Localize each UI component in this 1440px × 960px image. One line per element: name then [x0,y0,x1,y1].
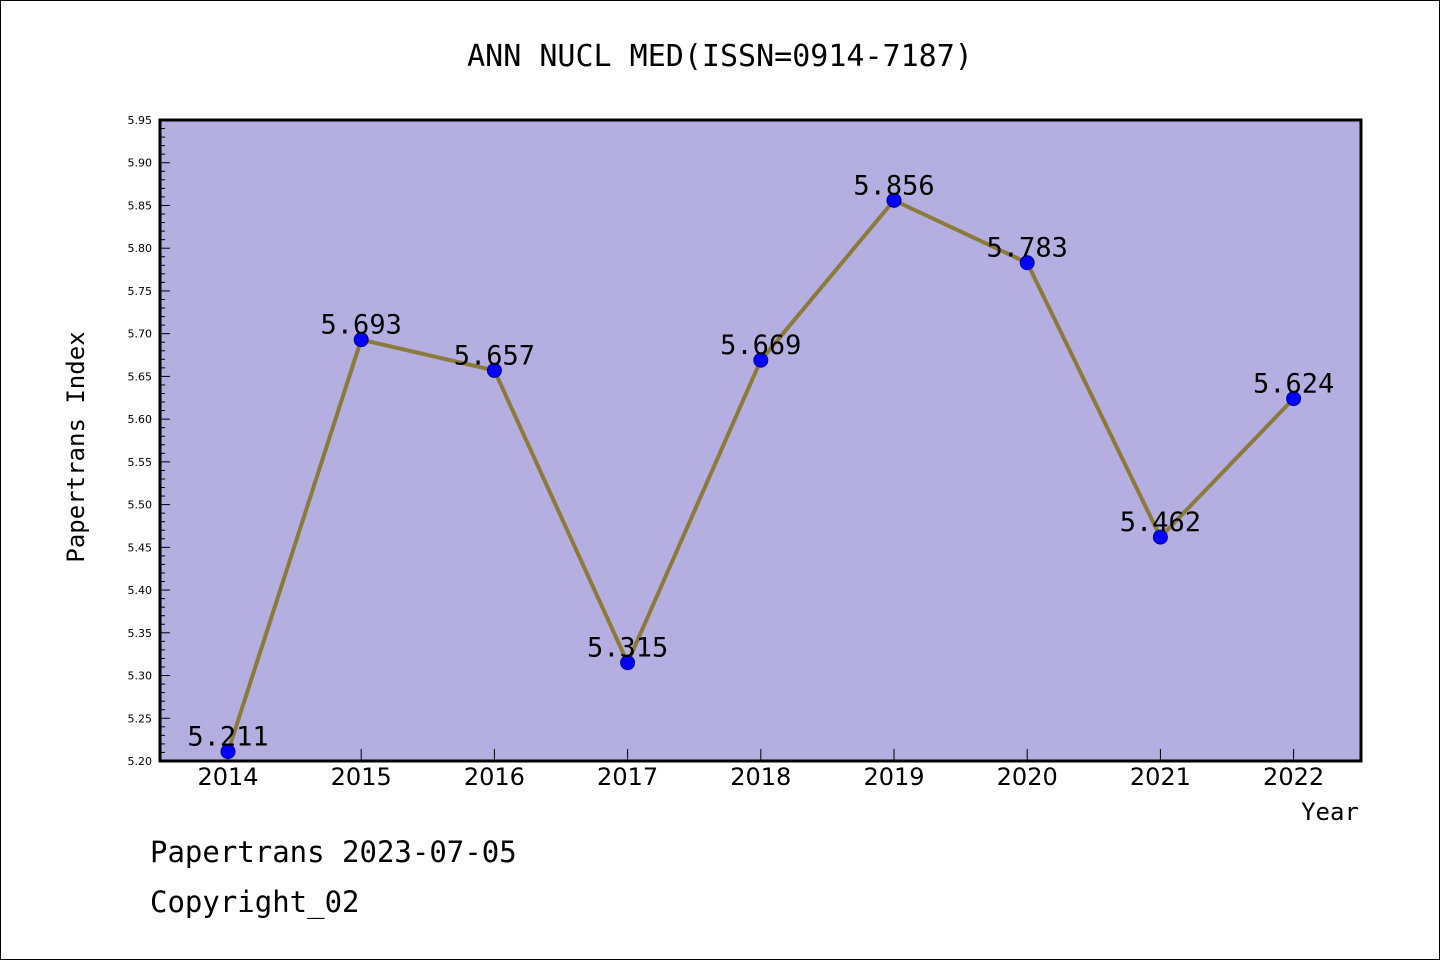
data-label: 5.856 [853,170,934,201]
data-point [1286,391,1302,407]
series [220,192,1302,760]
data-point [620,655,636,671]
y-tick-label: 5.70 [128,328,153,341]
chart-title: ANN NUCL MED(ISSN=0914-7187) [467,39,973,74]
data-label: 5.315 [587,633,668,664]
y-tick-label: 5.90 [128,157,153,170]
y-tick-label: 5.20 [128,755,153,768]
y-tick-label: 5.40 [128,584,153,597]
y-tick-label: 5.45 [128,541,153,554]
data-label: 5.669 [720,330,801,361]
x-axis: 2014 2015 2016 2017 2018 2019 2020 2021 2022 [197,749,1324,791]
x-tick-label: 2017 [597,763,658,791]
data-label: 5.624 [1253,369,1334,400]
y-tick-label: 5.60 [128,413,153,426]
y-axis: 5.20 5.25 5.30 5.35 5.40 5.45 5.50 5.55 5.60 5.65… [128,114,170,768]
data-point [886,192,902,208]
data-label: 5.783 [987,233,1068,264]
data-label: 5.693 [321,310,402,341]
y-tick-label: 5.65 [128,370,153,383]
data-point [1019,255,1035,271]
data-point [353,332,369,348]
y-tick-label: 5.75 [128,285,153,298]
data-point [753,352,769,368]
y-axis-title: Papertrans Index [62,331,90,562]
data-label: 5.657 [454,340,535,371]
y-tick-label: 5.50 [128,499,153,512]
footer-copyright: Copyright_02 [150,885,360,919]
plot-border [158,118,1363,763]
y-tick-label: 5.95 [128,114,153,127]
y-tick-label: 5.80 [128,242,153,255]
data-point [1152,529,1168,545]
x-tick-label: 2014 [197,763,258,791]
x-axis-title: Year [1301,798,1359,826]
x-tick-label: 2022 [1263,763,1324,791]
plot-area [160,120,1361,761]
y-tick-label: 5.25 [128,712,153,725]
x-tick-label: 2020 [997,763,1058,791]
y-tick-label: 5.35 [128,627,153,640]
footer-date: Papertrans 2023-07-05 [150,835,517,869]
data-label: 5.211 [187,722,268,753]
x-tick-label: 2018 [730,763,791,791]
y-tick-label: 5.85 [128,199,153,212]
x-tick-label: 2016 [464,763,525,791]
data-labels: 5.211 5.693 5.657 5.315 5.669 5.856 5.783 5.462… [187,170,1334,752]
x-tick-label: 2021 [1130,763,1191,791]
x-tick-label: 2019 [863,763,924,791]
y-tick-label: 5.55 [128,456,153,469]
data-point [486,362,502,378]
data-point [220,744,236,760]
data-label: 5.462 [1120,507,1201,538]
y-tick-label: 5.30 [128,670,153,683]
x-tick-label: 2015 [331,763,392,791]
